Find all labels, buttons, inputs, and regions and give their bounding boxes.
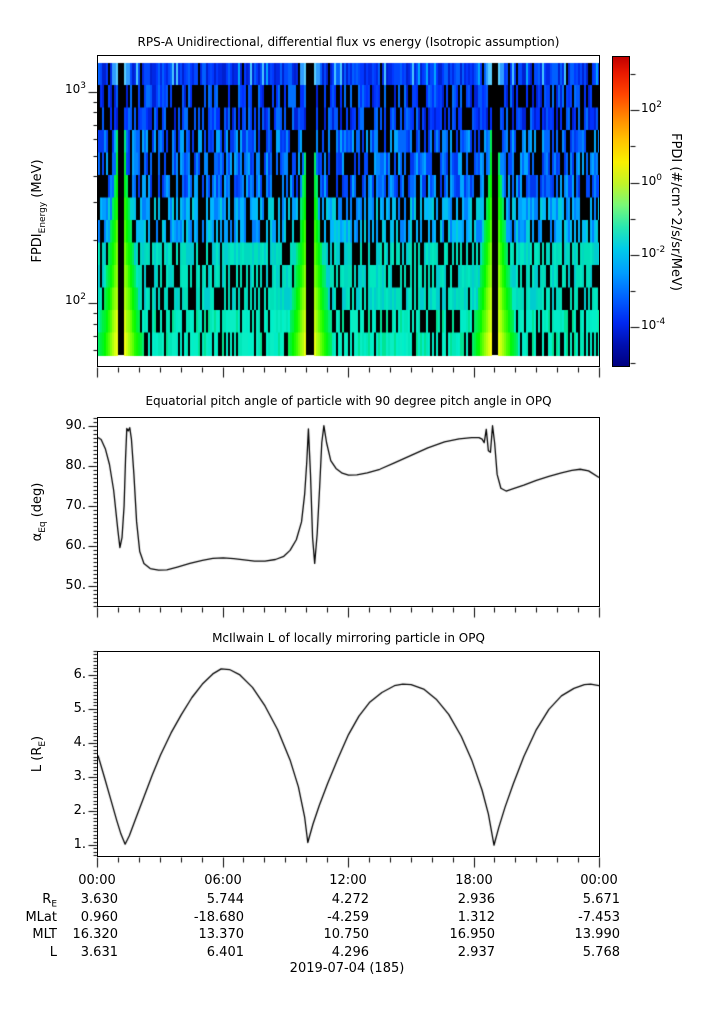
ephemeris-value: 13.370 [198,927,245,942]
ephemeris-row-label: MLT [32,927,57,942]
colorbar-tick-label: 10-4 [641,317,666,332]
x-tick-label: 00:00 [580,873,618,888]
pitch-angle-panel [97,417,600,607]
mcilwain-l-y-axis-label: L (RE) [30,735,48,773]
ephemeris-value: 10.750 [323,927,370,942]
mcilwain-l-canvas [98,652,599,856]
ephemeris-row-label: L [49,945,57,960]
pitch-angle-y-axis-label: αEq (deg) [30,482,48,542]
ephemeris-value: 13.990 [574,927,621,942]
spectrogram-y-axis-label: FPDIEnergy (MeV) [30,159,48,263]
ephemeris-value: 0.960 [80,910,118,925]
y-tick-label: 80. [65,458,86,473]
date-label: 2019-07-04 (185) [289,961,405,976]
energy-tick-label: 102 [64,292,86,307]
spectrogram-panel [97,55,600,367]
colorbar-tick-label: 10-2 [641,245,666,260]
pitch-angle-title: Equatorial pitch angle of particle with … [145,394,552,408]
x-tick-label: 12:00 [329,873,367,888]
y-tick-label: 50. [65,578,86,593]
pitch-angle-canvas [98,418,599,606]
ephemeris-value: 3.630 [80,892,118,907]
mcilwain-l-title: McIlwain L of locally mirroring particle… [212,631,485,645]
ephemeris-value: -7.453 [578,910,620,925]
ephemeris-value: 2.937 [457,945,495,960]
ephemeris-value: 4.272 [331,892,369,907]
x-tick-label: 00:00 [78,873,116,888]
colorbar-tick-label: 100 [641,173,663,188]
spectrogram-canvas [98,56,599,366]
colorbar-label: FPDI (#/cm^2/s/sr/MeV) [668,133,683,291]
ephemeris-value: 5.671 [582,892,620,907]
energy-tick-label: 103 [64,81,86,96]
y-tick-label: 1. [73,837,86,852]
y-tick-label: 70. [65,498,86,513]
ephemeris-value: -18.680 [193,910,244,925]
y-tick-label: 60. [65,538,86,553]
spectrogram-title: RPS-A Unidirectional, differential flux … [137,35,560,49]
ephemeris-value: 3.631 [80,945,118,960]
ephemeris-value: 5.768 [582,945,620,960]
x-tick-label: 18:00 [455,873,493,888]
y-tick-label: 4. [73,735,86,750]
ephemeris-value: 5.744 [206,892,244,907]
y-tick-label: 90. [65,418,86,433]
y-tick-label: 5. [73,701,86,716]
ephemeris-value: 16.950 [449,927,496,942]
ephemeris-row-label: RE [42,892,57,910]
ephemeris-value: -4.259 [327,910,369,925]
colorbar-tick-label: 102 [641,100,663,115]
x-tick-label: 06:00 [204,873,242,888]
y-tick-label: 2. [73,803,86,818]
ephemeris-value: 16.320 [72,927,119,942]
ephemeris-row-label: MLat [25,910,57,925]
colorbar [612,56,630,367]
ephemeris-value: 6.401 [206,945,244,960]
mcilwain-l-panel [97,651,600,857]
ephemeris-value: 2.936 [457,892,495,907]
ephemeris-value: 1.312 [457,910,495,925]
ephemeris-value: 4.296 [331,945,369,960]
y-tick-label: 6. [73,667,86,682]
y-tick-label: 3. [73,769,86,784]
